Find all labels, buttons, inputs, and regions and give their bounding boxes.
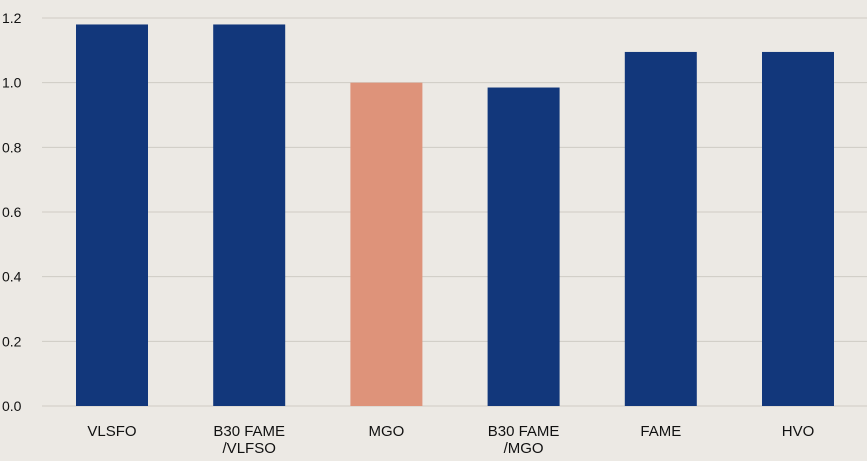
x-tick-label: B30 FAME/MGO [488, 423, 560, 456]
y-axis-tick-labels: 0.0 0.2 0.4 0.6 0.8 1.0 1.2 [2, 10, 22, 414]
bar [624, 51, 697, 406]
y-tick-label: 0.8 [2, 139, 22, 155]
x-tick-label-line: /VLFSO [223, 440, 276, 456]
bar [76, 24, 148, 406]
x-tick-label-line: FAME [640, 423, 681, 440]
x-tick-label-line: VLSFO [87, 423, 136, 440]
x-tick-label-line: B30 FAME [488, 423, 560, 440]
y-tick-label: 0.6 [2, 204, 22, 220]
y-tick-label: 1.0 [2, 75, 22, 91]
bar [350, 82, 423, 407]
x-tick-label: FAME [640, 423, 681, 440]
y-tick-label: 0.2 [2, 333, 22, 349]
bar [762, 51, 834, 406]
x-tick-label: HVO [782, 423, 815, 440]
x-tick-label: VLSFO [87, 423, 136, 440]
gridlines [42, 17, 867, 407]
x-tick-label-line: HVO [782, 423, 815, 440]
x-tick-label-line: B30 FAME [213, 423, 285, 440]
y-tick-label: 0.0 [2, 398, 22, 414]
bar [213, 24, 286, 406]
x-tick-label-line: /MGO [504, 440, 544, 456]
x-tick-label: MGO [368, 423, 404, 440]
y-tick-label: 0.4 [2, 269, 22, 285]
bar [487, 87, 560, 407]
bars [76, 24, 834, 407]
x-tick-label-line: MGO [368, 423, 404, 440]
y-tick-label: 1.2 [2, 10, 22, 26]
x-tick-label: B30 FAME/VLFSO [213, 423, 285, 456]
x-axis-tick-labels: VLSFO B30 FAME/VLFSO MGO B30 FAME/MGO FAME HV… [87, 423, 815, 457]
